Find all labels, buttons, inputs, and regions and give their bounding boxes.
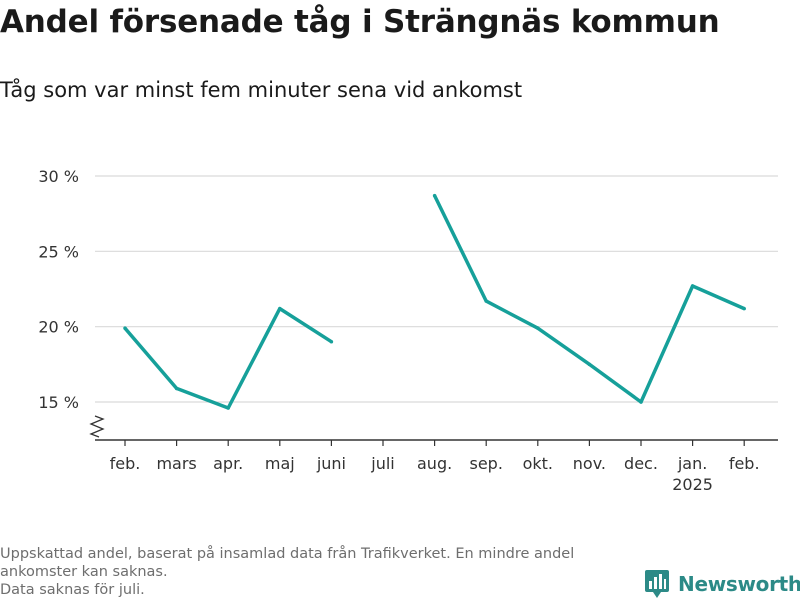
- x-tick-label: feb.: [110, 454, 141, 473]
- series-line: [123, 306, 333, 410]
- x-tick-label: apr.: [213, 454, 243, 473]
- x-tick-label: dec.: [624, 454, 658, 473]
- x-tick-label: nov.: [573, 454, 606, 473]
- x-tick-label: juli: [370, 454, 394, 473]
- y-tick-label: 25 %: [38, 242, 79, 261]
- x-tick-sublabel: 2025: [672, 475, 713, 494]
- data-point: [123, 326, 127, 330]
- x-tick-label: jan.: [677, 454, 707, 473]
- x-tick-label: sep.: [469, 454, 502, 473]
- data-point: [484, 299, 488, 303]
- y-axis-labels: 15 % 20 % 25 % 30 %: [38, 167, 79, 412]
- chart-title: Andel försenade tåg i Strängnäs kommun: [0, 4, 720, 40]
- x-tick-label: okt.: [523, 454, 553, 473]
- y-tick-label: 15 %: [38, 393, 79, 412]
- line-chart: 15 % 20 % 25 % 30 % feb. mars apr. maj juni juli…: [38, 167, 778, 494]
- data-point: [742, 306, 746, 311]
- data-point: [174, 386, 179, 391]
- data-point: [226, 406, 230, 410]
- data-point: [329, 339, 334, 344]
- data-point: [639, 400, 643, 404]
- y-tick-label: 20 %: [38, 318, 79, 337]
- footnote-line: Uppskattad andel, baserat på insamlad da…: [0, 546, 575, 580]
- data-point: [587, 362, 592, 367]
- data-point: [432, 193, 437, 198]
- series-line: [433, 194, 745, 404]
- x-tick-label: feb.: [729, 454, 760, 473]
- newsworthy-logo-icon: [645, 570, 669, 598]
- x-tick-label: maj: [265, 454, 295, 473]
- gridlines: [95, 175, 778, 403]
- data-point: [278, 306, 282, 311]
- series-lines: [123, 193, 746, 410]
- y-tick-label: 30 %: [38, 167, 79, 186]
- x-axis-labels: feb. mars apr. maj juni juli aug. sep. okt. nov. d…: [110, 454, 760, 494]
- footnote-line: Data saknas för juli.: [0, 582, 145, 598]
- x-axis: [89, 415, 778, 446]
- data-point: [690, 284, 695, 288]
- brand-logo: Newsworthy: [644, 569, 800, 599]
- data-point: [536, 326, 540, 330]
- x-tick-label: juni: [316, 454, 346, 473]
- axis-break-icon: [89, 415, 105, 438]
- brand-name: Newsworthy: [678, 572, 800, 596]
- chart-subtitle: Tåg som var minst fem minuter sena vid a…: [0, 78, 523, 102]
- x-tick-label: mars: [156, 454, 196, 473]
- x-tick-label: aug.: [417, 454, 452, 473]
- footnote: Uppskattad andel, baserat på insamlad da…: [0, 545, 630, 599]
